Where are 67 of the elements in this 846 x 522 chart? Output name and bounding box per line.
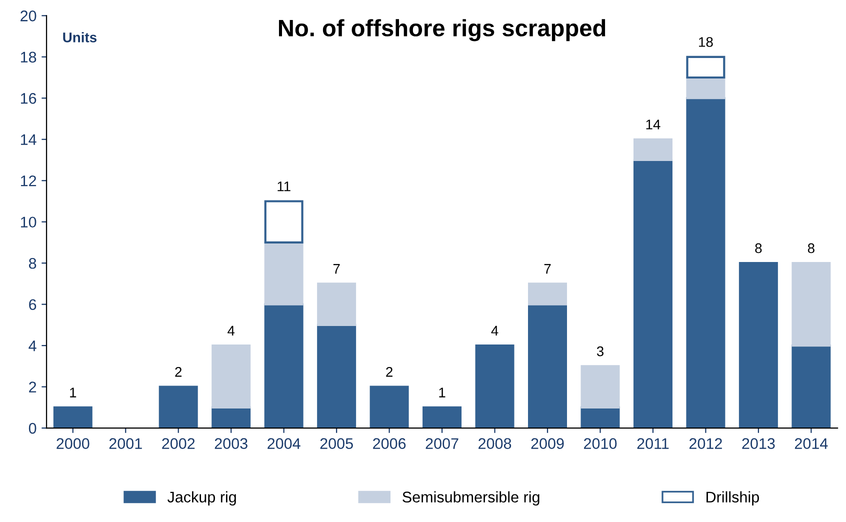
x-tick-label: 2013	[742, 438, 775, 449]
x-tick-label: 2005	[320, 438, 353, 449]
legend-label: Jackup rig	[167, 491, 236, 506]
bar	[370, 386, 409, 428]
x-tick-label: 2014	[794, 438, 828, 449]
y-tick-label: 0	[28, 422, 36, 434]
total-label: 18	[699, 37, 713, 47]
bar	[264, 303, 304, 428]
y-tick-label: 6	[29, 299, 36, 310]
bar	[212, 344, 251, 408]
total-label: 8	[808, 243, 814, 254]
total-label: 4	[491, 326, 498, 336]
bar	[738, 262, 778, 428]
x-tick-label: 2012	[689, 438, 722, 449]
bar	[422, 406, 462, 428]
y-tick-label: 16	[20, 93, 36, 104]
legend-label: Semisubmersible rig	[402, 491, 540, 506]
total-label: 8	[755, 243, 762, 254]
total-label: 2	[386, 367, 392, 377]
bar	[53, 406, 92, 428]
y-tick-label: 2	[29, 382, 36, 392]
bar	[317, 324, 356, 428]
x-tick-label: 2011	[637, 438, 669, 449]
bar	[792, 344, 831, 428]
x-tick-label: 2000	[56, 438, 90, 449]
total-label: 7	[544, 264, 551, 274]
total-label: 1	[439, 388, 446, 398]
x-tick-label: 2006	[373, 438, 406, 449]
x-tick-label: 2008	[478, 438, 512, 449]
total-label: 2	[175, 367, 182, 377]
x-tick-label: 2002	[162, 438, 195, 449]
x-tick-label: 2009	[531, 438, 564, 449]
x-tick-label: 2003	[214, 438, 248, 449]
bar	[264, 200, 304, 244]
total-label: 1	[70, 388, 76, 398]
y-tick-label: 12	[20, 175, 36, 186]
bar	[528, 303, 568, 428]
chart-title: No. of offshore rigs scrapped	[278, 19, 606, 42]
x-tick-label: 2001	[109, 438, 142, 449]
total-label: 3	[596, 346, 604, 356]
bar	[580, 365, 620, 408]
x-tick-label: 2007	[426, 438, 458, 449]
bar	[317, 282, 356, 326]
total-label: 7	[333, 264, 340, 274]
y-tick-label: 8	[28, 258, 36, 269]
bar	[792, 262, 831, 347]
annotation: Units	[63, 32, 97, 42]
y-tick-label: 4	[28, 340, 36, 352]
total-label: 11	[278, 182, 290, 192]
bar	[633, 158, 672, 428]
bar	[528, 282, 568, 306]
x-tick-label: 2004	[268, 438, 300, 449]
x-tick-label: 2010	[584, 438, 617, 449]
bar	[264, 241, 304, 306]
bar	[686, 97, 726, 428]
bar	[686, 76, 726, 100]
total-label: 4	[228, 326, 235, 336]
total-label: 14	[646, 120, 660, 130]
y-tick-label: 14	[20, 134, 36, 145]
legend-label: Drillship	[706, 491, 759, 506]
bar	[158, 386, 198, 428]
y-tick-label: 18	[20, 52, 36, 63]
bar	[475, 344, 514, 428]
y-tick-label: 10	[20, 216, 36, 228]
bar	[686, 56, 726, 79]
y-tick-label: 20	[20, 10, 36, 22]
bar	[633, 138, 672, 162]
